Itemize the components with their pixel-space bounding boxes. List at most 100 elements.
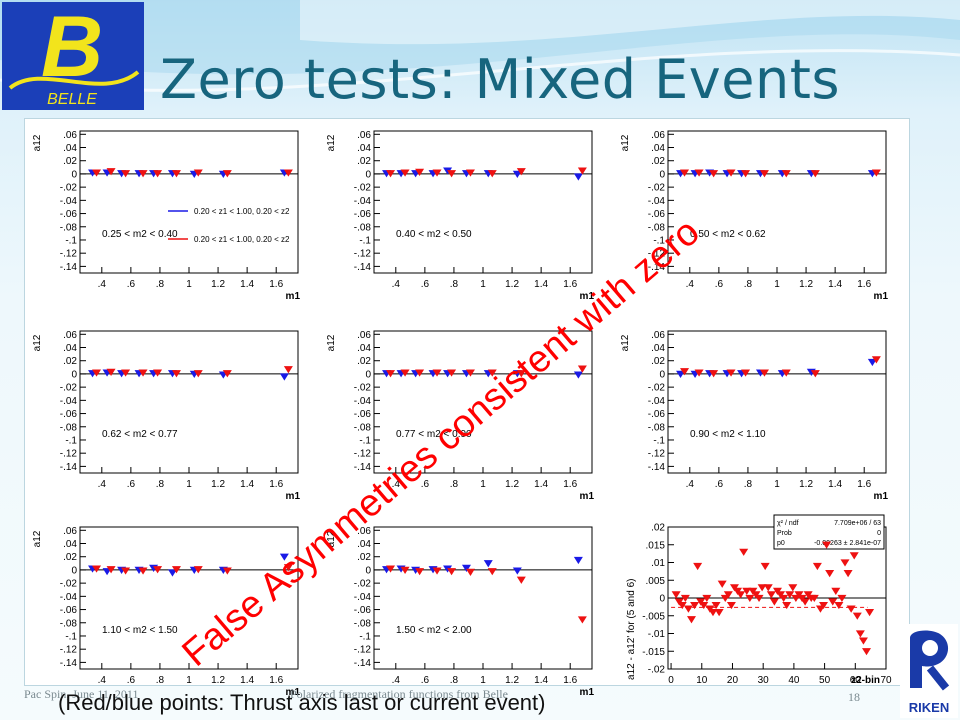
x-tick-label: 1.6 (563, 675, 577, 686)
data-point-red (283, 169, 293, 177)
y-tick-label: -.04 (60, 196, 78, 207)
data-point-red (788, 584, 798, 592)
x-tick-label: 1.4 (828, 479, 842, 490)
y-tick-label: .015 (646, 540, 666, 551)
y-tick-label: -.04 (648, 396, 666, 407)
bin-range-label: 0.62 < m2 < 0.77 (102, 429, 178, 440)
y-tick-label: -.015 (642, 647, 665, 658)
y-tick-label: .04 (651, 143, 665, 154)
legend-entry: 0.20 < z1 < 1.00, 0.20 < z2 (194, 235, 290, 244)
data-point-red (487, 568, 497, 576)
y-tick-label: .02 (357, 552, 371, 563)
data-point-red (671, 591, 681, 599)
x-axis-label: m1 (580, 291, 595, 302)
y-tick-label: -.04 (60, 396, 78, 407)
data-point-red (849, 552, 859, 560)
y-tick-label: .04 (357, 143, 371, 154)
x-tick-label: 1.6 (269, 479, 283, 490)
y-tick-label: 0 (659, 594, 665, 605)
chart-panel-4: .06 .04 .02 0 -.02 -.04 -.06 -.08 -.1 -.12 -.14 .4.… (32, 330, 300, 502)
fit-stat-value: 0 (877, 530, 881, 537)
data-point-blue (573, 371, 583, 379)
y-axis-label: a12 (620, 334, 631, 351)
chart-panel-2: .06 .04 .02 0 -.02 -.04 -.06 -.08 -.1 -.12 -.14 .4.… (326, 130, 594, 302)
chart-panel-3: .06 .04 .02 0 -.02 -.04 -.06 -.08 -.1 -.12 -.14 .4.… (620, 130, 888, 302)
x-axis-label: m1 (874, 291, 889, 302)
plot-frame (79, 526, 299, 670)
y-axis-label: a12 - a12' for (5 and 6) (626, 579, 637, 680)
data-point-red (222, 170, 232, 178)
y-tick-label: -.12 (60, 449, 78, 460)
y-tick-label: 0 (71, 565, 77, 576)
x-tick-label: 40 (788, 675, 800, 686)
bin-range-label: 1.10 < m2 < 1.50 (102, 625, 178, 636)
y-tick-label: .06 (357, 526, 371, 537)
y-tick-label: -.06 (648, 209, 666, 220)
y-tick-label: -.12 (60, 249, 78, 260)
x-tick-label: 1.6 (563, 479, 577, 490)
y-tick-label: 0 (71, 169, 77, 180)
data-point-red (741, 369, 751, 377)
x-tick-label: 1.6 (857, 479, 871, 490)
data-point-red (680, 169, 690, 177)
data-point-red (812, 562, 822, 571)
data-point-red (693, 562, 703, 571)
data-point-red (447, 170, 457, 178)
data-point-red (694, 369, 704, 377)
data-point-red (742, 587, 752, 595)
data-point-red (862, 648, 872, 656)
x-tick-label: 20 (727, 675, 739, 686)
x-tick-label: 1.2 (211, 479, 225, 490)
data-point-red (106, 566, 116, 574)
footer-center: Polarized fragmentation functions from B… (290, 687, 508, 701)
y-tick-label: -.02 (648, 665, 666, 676)
x-tick-label: .6 (715, 479, 724, 490)
riken-logo-text: RIKEN (909, 700, 949, 715)
data-point-red (465, 369, 475, 377)
bin-range-label: 0.25 < m2 < 0.40 (102, 229, 178, 240)
data-point-red (153, 369, 163, 377)
x-tick-label: 50 (819, 675, 831, 686)
data-point-red (871, 169, 881, 177)
data-point-red (516, 168, 526, 176)
data-point-red (415, 168, 425, 176)
legend-entry: 0.20 < z1 < 1.00, 0.20 < z2 (194, 207, 290, 216)
data-point-red (106, 368, 116, 376)
data-point-blue (443, 167, 453, 175)
data-point-red (711, 601, 721, 610)
y-tick-label: 0 (71, 369, 77, 380)
data-point-red (782, 601, 792, 610)
x-tick-label: .6 (715, 279, 724, 290)
data-point-red (193, 169, 203, 177)
data-point-red (846, 605, 856, 613)
y-tick-label: -.08 (648, 222, 666, 233)
data-point-blue (573, 556, 583, 565)
data-point-red (153, 566, 163, 574)
x-tick-label: 1.4 (240, 675, 254, 686)
y-tick-label: .02 (651, 156, 665, 167)
x-tick-label: .6 (127, 279, 136, 290)
y-tick-label: -.12 (648, 449, 666, 460)
y-tick-label: .04 (651, 343, 665, 354)
y-tick-label: -.08 (354, 222, 372, 233)
y-tick-label: -.06 (354, 409, 372, 420)
data-point-blue (461, 564, 471, 572)
y-tick-label: .06 (651, 130, 665, 141)
y-tick-label: .04 (357, 343, 371, 354)
data-point-red (516, 370, 526, 378)
data-point-red (858, 637, 868, 645)
y-tick-label: -.06 (60, 409, 78, 420)
y-tick-label: .04 (63, 539, 77, 550)
data-point-red (415, 568, 425, 576)
data-point-red (680, 368, 690, 376)
data-point-red (831, 587, 841, 595)
y-tick-label: -.02 (648, 383, 666, 394)
plot-frame (373, 330, 593, 474)
data-point-red (121, 369, 131, 377)
data-point-red (739, 548, 749, 556)
y-tick-label: .02 (357, 156, 371, 167)
data-point-red (92, 169, 102, 177)
y-axis-label: a12 (32, 134, 43, 151)
chart-panel-6: .06 .04 .02 0 -.02 -.04 -.06 -.08 -.1 -.12 -.14 .4.… (620, 330, 888, 502)
data-point-red (92, 565, 102, 573)
